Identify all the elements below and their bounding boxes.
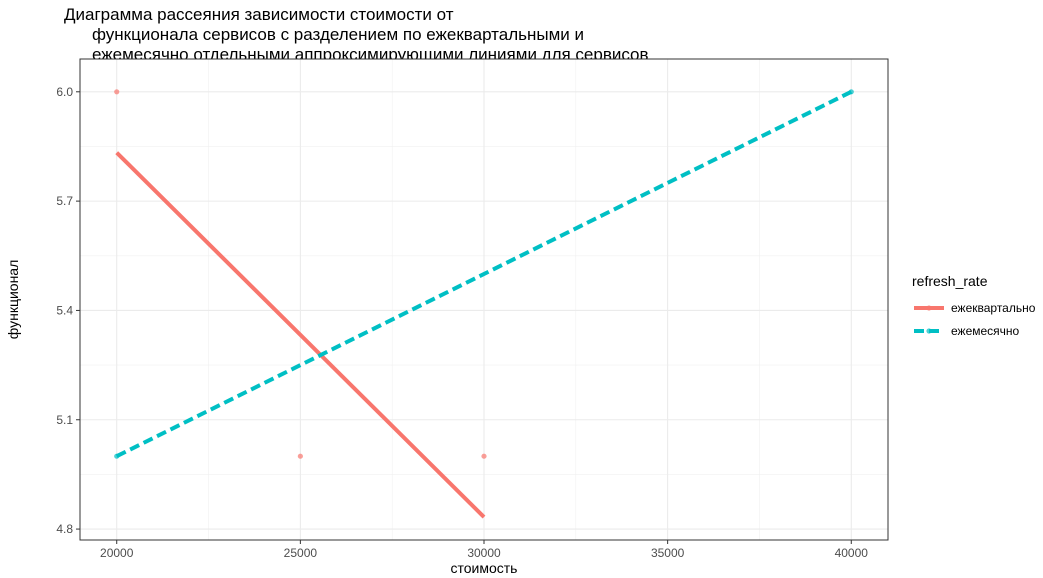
x-axis-title: стоимость (451, 560, 518, 576)
y-tick-label: 6.0 (56, 85, 73, 99)
legend: refresh_rate ежеквартально ежемесячно (912, 273, 1036, 338)
x-tick-label: 30000 (467, 546, 501, 560)
x-tick-label: 20000 (100, 546, 134, 560)
chart-title-line: Диаграмма рассеяния зависимости стоимост… (64, 5, 454, 24)
data-point (297, 453, 303, 459)
y-axis-title: функционал (5, 260, 21, 340)
fit-line (115, 151, 486, 519)
x-tick-label: 35000 (651, 546, 685, 560)
legend-key-point (926, 305, 932, 311)
chart-title: Диаграмма рассеяния зависимости стоимост… (64, 5, 649, 64)
legend-label: ежеквартально (951, 301, 1036, 315)
y-tick-label: 5.7 (56, 194, 73, 208)
y-tick-label: 5.4 (56, 303, 73, 317)
legend-title: refresh_rate (912, 273, 988, 289)
data-point (481, 453, 487, 459)
y-axis: 4.8 5.1 5.4 5.7 6.0 (56, 85, 80, 536)
y-tick-label: 5.1 (56, 413, 73, 427)
legend-label: ежемесячно (951, 324, 1020, 338)
x-tick-label: 40000 (835, 546, 869, 560)
legend-key-point (926, 328, 932, 334)
x-tick-label: 25000 (284, 546, 318, 560)
data-layer (114, 89, 854, 519)
data-point (114, 89, 120, 95)
fit-line (115, 90, 853, 458)
x-axis: 20000 25000 30000 35000 40000 (100, 540, 868, 560)
y-tick-label: 4.8 (56, 522, 73, 536)
grid-major (80, 59, 888, 540)
chart-title-line: функционала сервисов с разделением по еж… (92, 25, 584, 44)
